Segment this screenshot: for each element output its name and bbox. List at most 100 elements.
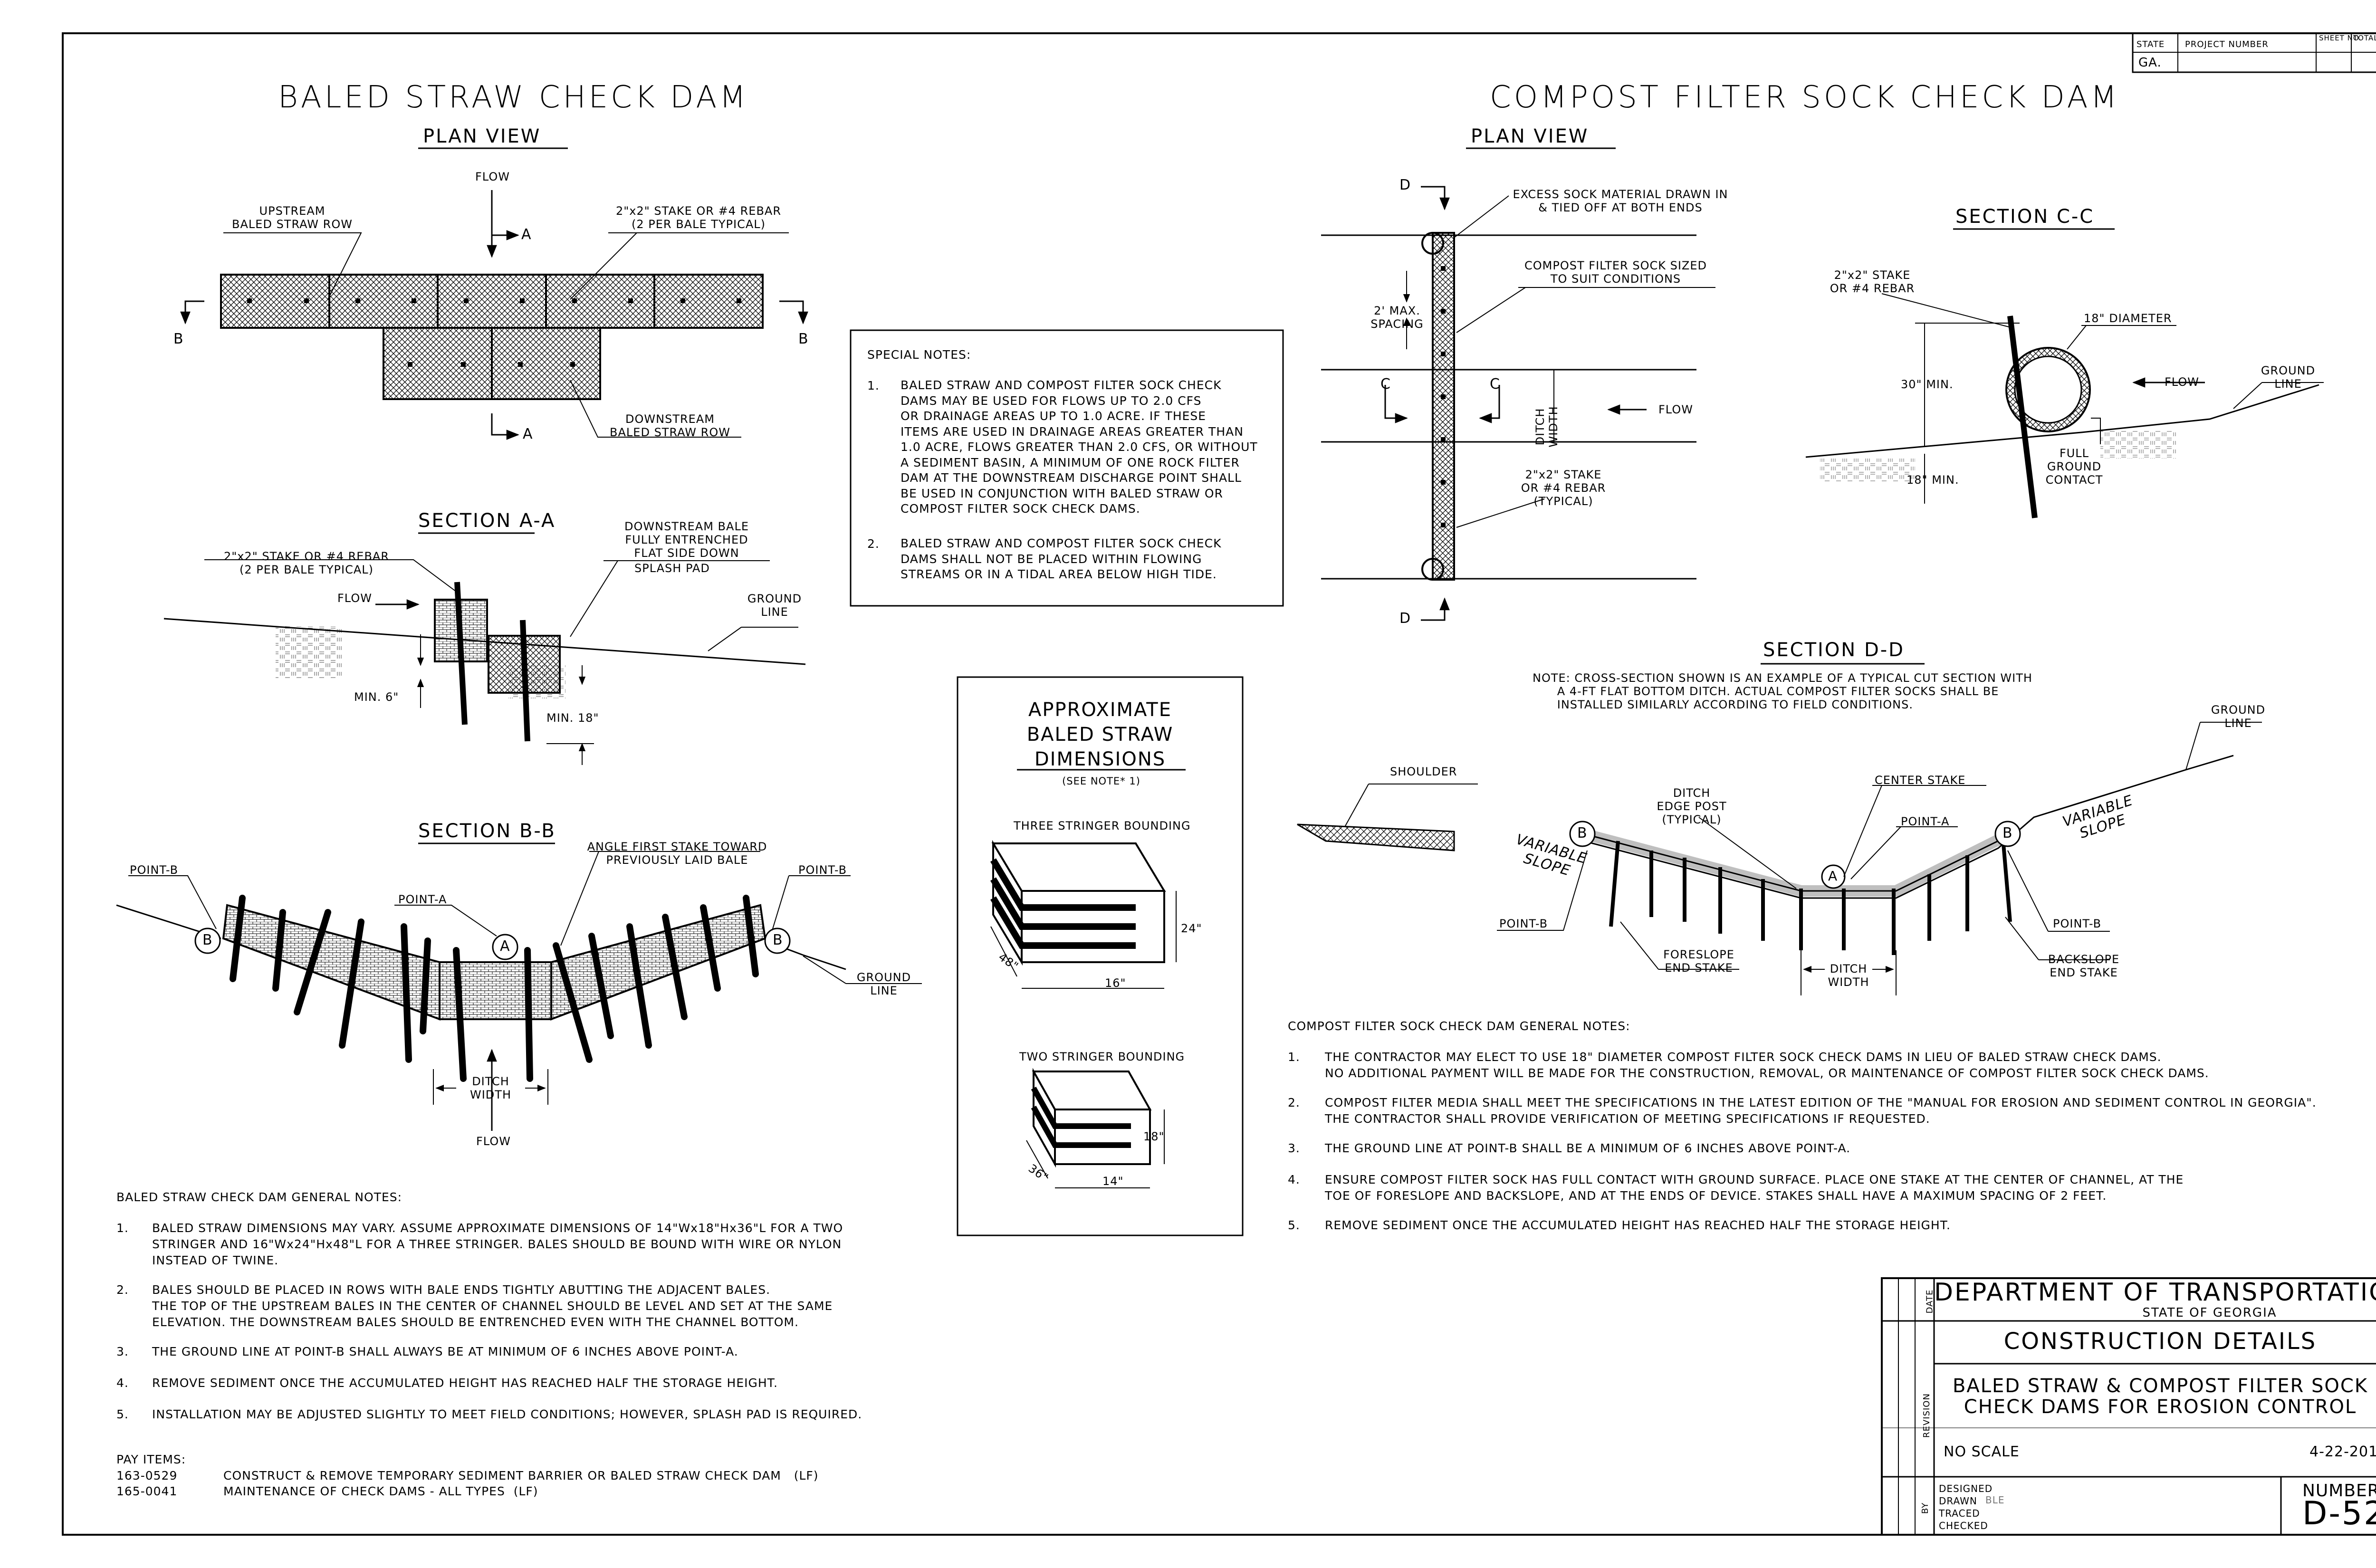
bb-mark-b-right: B <box>773 932 783 948</box>
special-note-text: BALED STRAW AND COMPOST FILTER SOCK CHEC… <box>901 536 1222 581</box>
cc-stake-label: 2"x2" STAKE OR #4 REBAR <box>1830 268 1915 295</box>
bb-angle-label: ANGLE FIRST STAKE TOWARD PREVIOUSLY LAID… <box>587 840 767 867</box>
dd-ditch-width: DITCH WIDTH <box>1828 962 1869 989</box>
bb-ground-label: GROUND LINE <box>856 971 911 997</box>
plan-mark-b-right: B <box>798 331 809 347</box>
issue-date: 4-22-2016 <box>2309 1444 2376 1460</box>
compost-title: COMPOST FILTER SOCK CHECK DAM <box>1490 80 2120 115</box>
two-stringer-width: 14" <box>1102 1175 1124 1188</box>
designed-label: DESIGNED <box>1939 1483 1993 1494</box>
dd-ground-label: GROUND LINE <box>2211 703 2266 730</box>
number-label: NUMBER <box>2302 1481 2376 1501</box>
cc-diameter-label: 18" DIAMETER <box>2084 312 2172 325</box>
dd-shoulder-label: SHOULDER <box>1390 765 1457 778</box>
pay-items-title: PAY ITEMS: <box>116 1453 186 1466</box>
compost-note: 3. THE GROUND LINE AT POINT-B SHALL BE A … <box>1288 1141 1851 1155</box>
sock-sized-label: COMPOST FILTER SOCK SIZED TO SUIT CONDIT… <box>1524 259 1707 286</box>
section-bb-heading: SECTION B-B <box>418 820 556 842</box>
pay-item-code: 163-0529 <box>116 1469 178 1482</box>
revision-column-label: REVISION <box>1921 1393 1932 1438</box>
baled-note: 5. INSTALLATION MAY BE ADJUSTED SLIGHTLY … <box>116 1407 862 1421</box>
baled-note: 4. REMOVE SEDIMENT ONCE THE ACCUMULATED H… <box>116 1376 778 1390</box>
aa-min18-label: MIN. 18" <box>546 711 599 725</box>
baled-section-aa <box>163 532 806 765</box>
title-block-frame <box>1881 1277 2376 1536</box>
plan-flow-label: FLOW <box>475 170 510 183</box>
scale-label: NO SCALE <box>1944 1444 2020 1460</box>
construction-details: CONSTRUCTION DETAILS <box>2003 1328 2317 1355</box>
bale-dims-title: APPROXIMATE BALED STRAW DIMENSIONS <box>1026 699 1174 770</box>
project-number-header: PROJECT NUMBER <box>2185 39 2269 49</box>
dd-mark-b-right: B <box>2002 825 2013 841</box>
by-column-label: BY <box>1920 1502 1931 1514</box>
aa-stake-label: 2"x2" STAKE OR #4 REBAR (2 PER BALE TYPI… <box>223 550 390 576</box>
baled-plan-view-heading: PLAN VIEW <box>423 125 541 147</box>
bb-mark-a: A <box>500 938 510 955</box>
two-stringer-height: 18" <box>1143 1130 1165 1143</box>
dd-center-stake-label: CENTER STAKE <box>1875 774 1966 787</box>
bale-dims-see-note: (SEE NOTE* 1) <box>1062 775 1140 787</box>
bb-mark-b-left: B <box>202 932 213 948</box>
compost-section-cc <box>1805 228 2324 518</box>
cc-contact-label: FULL GROUND CONTACT <box>2045 447 2103 487</box>
special-note-number: 2. <box>867 537 880 551</box>
section-dd-heading: SECTION D-D <box>1763 639 1905 661</box>
sheet-border <box>62 32 2376 1536</box>
baled-section-bb <box>116 842 922 1131</box>
two-stringer-label: TWO STRINGER BOUNDING <box>1019 1050 1185 1063</box>
bb-ditch-width: DITCH WIDTH <box>470 1075 511 1101</box>
three-stringer-label: THREE STRINGER BOUNDING <box>1014 819 1191 832</box>
section-aa-heading: SECTION A-A <box>418 510 556 532</box>
plan-mark-a-top: A <box>521 226 532 243</box>
special-note-number: 1. <box>867 379 880 392</box>
state-project-box <box>2132 32 2376 73</box>
plan-mark-d-bottom: D <box>1399 610 1411 627</box>
compost-flow-label: FLOW <box>1658 403 1693 416</box>
bale-dimensions-box <box>957 676 1244 1236</box>
dd-note: NOTE: CROSS-SECTION SHOWN IS AN EXAMPLE … <box>1533 671 2032 711</box>
dd-foreslope-label: FORESLOPE END STAKE <box>1663 948 1734 975</box>
pay-item-code: 165-0041 <box>116 1484 178 1498</box>
dd-backslope-label: BACKSLOPE END STAKE <box>2048 953 2120 979</box>
plan-mark-a-bottom: A <box>523 426 533 442</box>
cc-30-min: 30" MIN. <box>1901 378 1954 391</box>
dd-mark-a: A <box>1828 868 1838 884</box>
baled-note: 1. BALED STRAW DIMENSIONS MAY VARY. ASSUM… <box>116 1221 843 1267</box>
special-note-text: BALED STRAW AND COMPOST FILTER SOCK CHEC… <box>901 378 1258 516</box>
drawn-initials: BLE <box>1985 1494 2005 1506</box>
special-notes-box <box>850 329 1284 607</box>
three-stringer-height: 24" <box>1181 922 1202 935</box>
cc-ground-label: GROUND LINE <box>2261 364 2316 391</box>
compost-plan-view-heading: PLAN VIEW <box>1471 125 1589 147</box>
section-cc-heading: SECTION C-C <box>1955 206 2095 228</box>
pay-item-text: CONSTRUCT & REMOVE TEMPORARY SEDIMENT BA… <box>223 1469 819 1482</box>
dd-point-b-left: POINT-B <box>1499 917 1548 930</box>
bb-flow-label: FLOW <box>476 1135 511 1148</box>
state-header: STATE <box>2136 39 2165 49</box>
plan-mark-b-left: B <box>173 331 184 347</box>
aa-splash-label: SPLASH PAD <box>634 562 710 575</box>
baled-plan-view <box>180 147 808 440</box>
drawing-title-line2: CHECK DAMS FOR EROSION CONTROL <box>1964 1396 2357 1418</box>
upstream-row-label: UPSTREAM BALED STRAW ROW <box>232 204 353 231</box>
dd-point-b-right: POINT-B <box>2053 917 2102 930</box>
aa-downstream-label: DOWNSTREAM BALE FULLY ENTRENCHED FLAT SI… <box>624 520 749 560</box>
compost-note: 2. COMPOST FILTER MEDIA SHALL MEET THE SP… <box>1288 1096 2317 1126</box>
plan-mark-c-left: C <box>1380 376 1391 392</box>
dd-mark-b-left: B <box>1577 825 1588 841</box>
drawing-title-line1: BALED STRAW & COMPOST FILTER SOCK <box>1952 1375 2368 1397</box>
baled-notes-title: BALED STRAW CHECK DAM GENERAL NOTES: <box>116 1190 402 1204</box>
aa-min6-label: MIN. 6" <box>354 690 399 704</box>
checked-label: CHECKED <box>1939 1520 1988 1531</box>
bb-point-a: POINT-A <box>398 893 447 906</box>
aa-ground-label: GROUND LINE <box>747 592 802 619</box>
department-title: DEPARTMENT OF TRANSPORTATION <box>1934 1278 2376 1307</box>
compost-notes-list: 1. THE CONTRACTOR MAY ELECT TO USE 18" DI… <box>1288 1049 2357 1233</box>
bb-point-b-left: POINT-B <box>130 863 179 877</box>
cc-flow-label: FLOW <box>2165 375 2199 389</box>
bb-point-b-right: POINT-B <box>798 863 847 877</box>
downstream-row-label: DOWNSTREAM BALED STRAW ROW <box>610 412 730 439</box>
ditch-width-vertical: DITCH WIDTH <box>1533 406 1560 448</box>
state-value: GA. <box>2138 56 2162 70</box>
